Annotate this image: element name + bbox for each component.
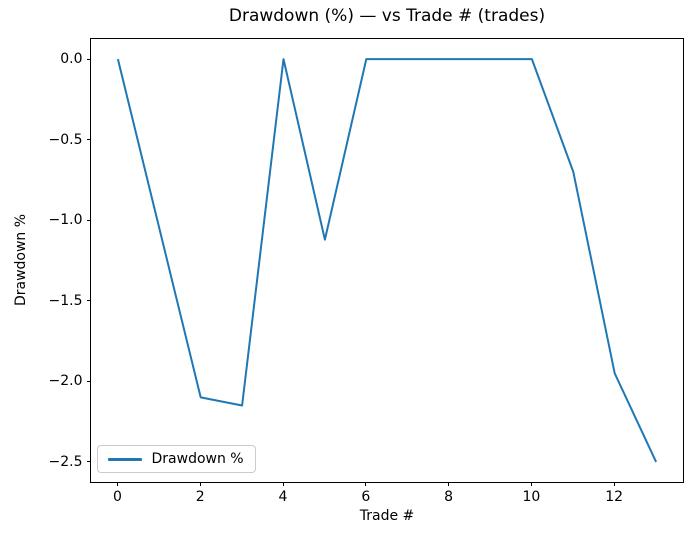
y-tick-mark: [86, 461, 91, 463]
drawdown-line-plot: [116, 58, 657, 463]
series-drawdown-line: [116, 58, 657, 463]
y-tick-label: −2.5: [48, 453, 83, 470]
legend-line-swatch: [107, 457, 142, 461]
y-tick-mark: [86, 219, 91, 221]
x-tick-mark: [530, 482, 532, 486]
x-tick-mark: [448, 482, 450, 486]
x-tick-mark: [282, 482, 284, 486]
x-tick-label: 12: [605, 489, 624, 505]
x-axis-label: Trade #: [359, 508, 415, 524]
y-tick-label: −1.0: [48, 212, 83, 229]
y-tick-mark: [86, 380, 91, 382]
x-tick-mark: [365, 482, 367, 486]
y-tick-mark: [86, 300, 91, 302]
x-tick-label: 10: [522, 489, 541, 505]
y-tick-label: −1.5: [48, 292, 83, 309]
chart-title: Drawdown (%) — vs Trade # (trades): [228, 6, 546, 26]
x-tick-label: 2: [195, 489, 205, 505]
x-tick-mark: [116, 482, 118, 486]
y-tick-label: 0.0: [60, 51, 83, 68]
x-tick-label: 6: [361, 489, 371, 505]
y-tick-label: −2.0: [48, 373, 83, 390]
y-axis-label: Drawdown %: [13, 213, 29, 307]
x-tick-mark: [613, 482, 615, 486]
plot-area: 0 2 4 6 8 10 12 0.0 −0.5 −1.0 −1.5 −2.0 −2.5 Drawdo…: [49, 38, 684, 505]
legend[interactable]: Drawdown %: [96, 445, 256, 473]
y-tick-mark: [86, 58, 91, 60]
x-tick-label: 4: [278, 489, 288, 505]
y-tick-mark: [86, 139, 91, 141]
x-tick-label: 8: [444, 489, 454, 505]
x-tick-label: 0: [112, 489, 122, 505]
x-tick-mark: [199, 482, 201, 486]
legend-label: Drawdown %: [151, 451, 244, 467]
y-tick-label: −0.5: [48, 131, 83, 148]
